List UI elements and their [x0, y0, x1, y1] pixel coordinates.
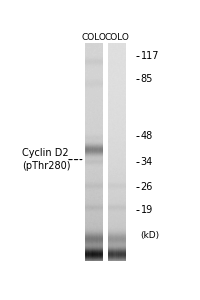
Text: (kD): (kD) — [140, 231, 160, 240]
Text: 117: 117 — [140, 51, 159, 61]
Text: 34: 34 — [140, 157, 153, 167]
Text: 26: 26 — [140, 182, 153, 192]
Text: 85: 85 — [140, 74, 153, 84]
Text: COLO: COLO — [82, 33, 106, 42]
Text: 19: 19 — [140, 206, 153, 215]
Text: COLO: COLO — [105, 33, 130, 42]
Text: 48: 48 — [140, 131, 153, 142]
Text: Cyclin D2
(pThr280): Cyclin D2 (pThr280) — [22, 148, 71, 171]
